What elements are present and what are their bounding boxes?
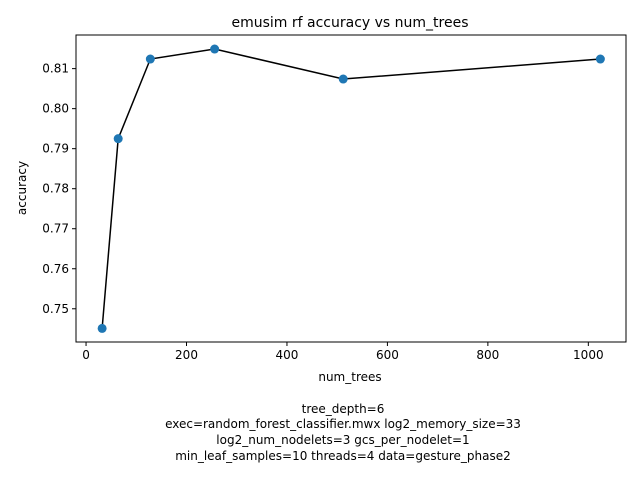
x-tick-label: 800 <box>476 348 499 362</box>
data-point <box>595 54 605 64</box>
annotation-line: log2_num_nodelets=3 gcs_per_nodelet=1 <box>216 433 469 447</box>
data-point <box>113 134 123 144</box>
x-tick-label: 600 <box>376 348 399 362</box>
x-tick-label: 0 <box>82 348 90 362</box>
axis-ticks: 0 200 400 600 800 1000 0.75 0.76 0.77 0.78 0.79 0.8… <box>42 62 603 362</box>
series-line <box>101 48 601 329</box>
x-axis-label: num_trees <box>318 370 381 384</box>
y-tick-label: 0.77 <box>42 222 69 236</box>
x-tick-label: 400 <box>276 348 299 362</box>
plot-area <box>97 44 605 333</box>
data-point <box>145 54 155 64</box>
chart-title: emusim rf accuracy vs num_trees <box>231 15 468 31</box>
y-tick-label: 0.80 <box>42 102 69 116</box>
y-tick-label: 0.79 <box>42 142 69 156</box>
x-tick-label: 1000 <box>573 348 604 362</box>
y-tick-label: 0.75 <box>42 302 69 316</box>
x-tick-label: 200 <box>175 348 198 362</box>
annotation-line: exec=random_forest_classifier.mwx log2_m… <box>165 417 521 431</box>
y-tick-label: 0.78 <box>42 182 69 196</box>
annotation-line: tree_depth=6 <box>302 402 385 416</box>
annotation-block: tree_depth=6 exec=random_forest_classifi… <box>165 402 521 463</box>
y-tick-label: 0.81 <box>42 62 69 76</box>
data-point <box>97 323 107 333</box>
y-axis-label: accuracy <box>15 161 29 215</box>
annotation-line: min_leaf_samples=10 threads=4 data=gestu… <box>175 449 511 463</box>
y-tick-label: 0.76 <box>42 262 69 276</box>
data-point <box>338 74 348 84</box>
data-point <box>210 44 220 54</box>
